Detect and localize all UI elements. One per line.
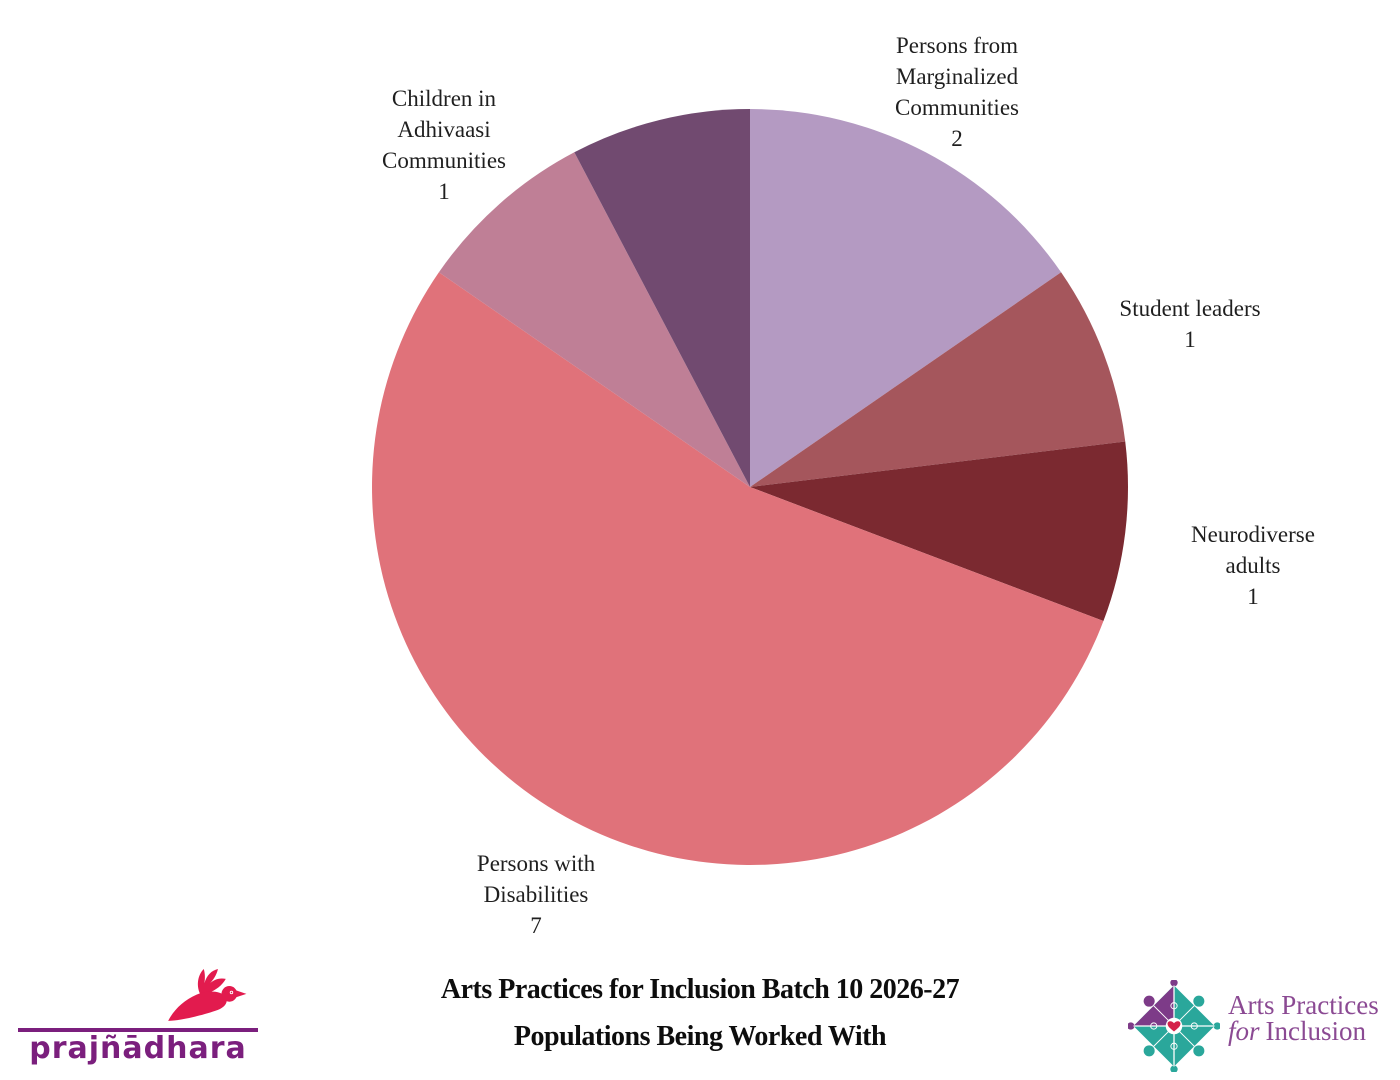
pie-slice-persons-with-disabilities [372, 272, 1104, 865]
pie-label-student-leaders: Student leaders 1 [1119, 296, 1261, 352]
apfi-wordmark-line2: for Inclusion [1228, 1016, 1379, 1046]
pie-label-neurodiverse-adults: Neurodiverse adults 1 [1191, 522, 1315, 609]
chart-title-block: Arts Practices for Inclusion Batch 10 20… [0, 974, 1400, 1053]
apfi-wordmark-for: for [1228, 1016, 1260, 1046]
pie-slice-persons-from-marginalized-communities [750, 109, 1062, 487]
pie-label-children-in-adhivaasi-communities: Children in Adhivaasi Communities 1 [382, 86, 506, 204]
apfi-logo: Arts Practices for Inclusion [1128, 978, 1396, 1078]
chart-title: Arts Practices for Inclusion Batch 10 20… [440, 974, 960, 1005]
prajnadhara-wordmark: prajñādhara [18, 1028, 258, 1066]
chart-subtitle: Populations Being Worked With [513, 1021, 887, 1052]
prajnadhara-logo: prajñādhara [12, 962, 262, 1072]
apfi-wordmark: Arts Practices for Inclusion [1228, 990, 1379, 1046]
pie-slice-children-in-adhivaasi-communities [438, 152, 750, 488]
pie-slice-neurodiverse-adults [750, 441, 1128, 622]
pie-label-persons-from-marginalized-communities: Persons from Marginalized Communities 2 [895, 33, 1019, 151]
bird-icon [168, 968, 247, 1021]
puzzle-mandala-icon [1128, 980, 1220, 1072]
apfi-wordmark-inclusion: Inclusion [1265, 1016, 1367, 1046]
apfi-wordmark-line1: Arts Practices [1228, 990, 1379, 1020]
pie-slice-unlabeled [574, 109, 750, 487]
pie-label-persons-with-disabilities: Persons with Disabilities 7 [476, 851, 596, 938]
pie-slice-student-leaders [750, 272, 1126, 487]
